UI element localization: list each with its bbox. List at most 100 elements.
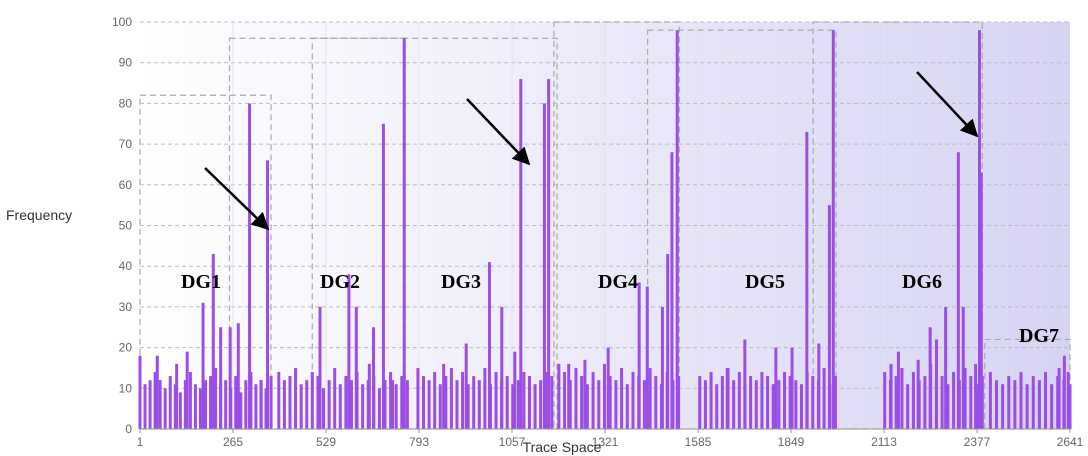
bar: [1007, 376, 1011, 429]
bar: [381, 123, 385, 429]
x-tick-label: 1849: [778, 435, 805, 449]
bar: [542, 103, 546, 430]
bar: [494, 372, 498, 429]
bar: [709, 372, 713, 429]
y-axis-title: Frequency: [6, 207, 72, 223]
bar: [550, 376, 554, 429]
bar: [427, 380, 431, 429]
dg5-label: DG5: [745, 271, 785, 293]
bar: [461, 372, 465, 429]
bar: [316, 376, 320, 429]
bar: [344, 376, 348, 429]
bar: [288, 376, 292, 429]
bar: [143, 384, 147, 429]
bar: [464, 343, 468, 429]
bar: [277, 372, 281, 429]
bar: [383, 380, 387, 429]
bar: [788, 376, 792, 429]
bar: [372, 327, 376, 429]
bar: [889, 363, 893, 429]
bar: [513, 351, 517, 429]
bar: [1019, 372, 1023, 429]
group-box-dg3: [311, 37, 558, 430]
bar: [455, 380, 459, 429]
dg2-label: DG2: [320, 271, 360, 293]
bar: [666, 253, 670, 429]
bar: [827, 205, 831, 429]
bar: [568, 380, 572, 429]
bar: [774, 347, 778, 429]
bar: [228, 327, 232, 429]
bar: [963, 367, 967, 429]
bar: [327, 380, 331, 429]
bar: [783, 372, 787, 429]
bar: [349, 380, 353, 429]
x-tick-label: 1585: [685, 435, 712, 449]
bar: [1013, 380, 1017, 429]
bar: [1001, 384, 1005, 429]
bar: [654, 376, 658, 429]
bar: [969, 376, 973, 429]
bar: [539, 380, 543, 429]
bar: [894, 376, 898, 429]
bar: [591, 372, 595, 429]
bar: [416, 367, 420, 429]
bar: [361, 384, 365, 429]
bar: [602, 363, 606, 429]
bar: [766, 376, 770, 429]
y-tick-label: 40: [119, 259, 133, 273]
bar: [614, 380, 618, 429]
bar: [831, 30, 835, 429]
bar: [698, 376, 702, 429]
bar: [402, 38, 406, 429]
bar: [158, 380, 162, 429]
bar: [472, 376, 476, 429]
bar: [1057, 367, 1061, 429]
bar: [833, 376, 837, 429]
bar: [219, 327, 223, 429]
group-box-dg7: [984, 338, 1071, 430]
bar: [547, 78, 551, 429]
bar: [703, 380, 707, 429]
x-axis-title: Trace Space: [523, 439, 602, 455]
bar: [900, 367, 904, 429]
bar: [1062, 355, 1066, 429]
bar: [563, 372, 567, 429]
y-tick-label: 60: [119, 178, 133, 192]
bar: [1066, 372, 1070, 429]
bar: [168, 376, 172, 429]
y-tick-label: 100: [112, 15, 132, 29]
bar: [737, 372, 741, 429]
bar: [906, 384, 910, 429]
bar: [444, 376, 448, 429]
dg6-label: DG6: [902, 271, 942, 293]
y-tick-label: 50: [119, 219, 133, 233]
arrow-dg1: [204, 167, 270, 231]
x-tick-label: 793: [409, 435, 429, 449]
bar: [198, 388, 202, 429]
bar: [185, 351, 189, 429]
bar: [483, 367, 487, 429]
bar: [394, 384, 398, 429]
bar: [544, 372, 548, 429]
bar: [400, 376, 404, 429]
bar: [333, 367, 337, 429]
bar: [522, 372, 526, 429]
bar: [934, 339, 938, 429]
bar: [974, 363, 978, 429]
bar: [422, 376, 426, 429]
x-tick-labels: 1 265 529 793 1057 1321 1585 1849 2113 2377 2641: [137, 429, 1084, 449]
x-tick-label: 1: [137, 435, 144, 449]
y-tick-label: 10: [119, 381, 133, 395]
dg3-label: DG3: [441, 271, 481, 293]
bar: [367, 363, 371, 429]
bar: [1050, 384, 1054, 429]
bar: [637, 282, 641, 429]
x-tick-label: 1057: [499, 435, 526, 449]
x-tick-label: 265: [223, 435, 243, 449]
bar: [148, 380, 152, 429]
bar: [516, 380, 520, 429]
bar: [940, 376, 944, 429]
bar: [305, 380, 309, 429]
y-tick-label: 20: [119, 341, 133, 355]
